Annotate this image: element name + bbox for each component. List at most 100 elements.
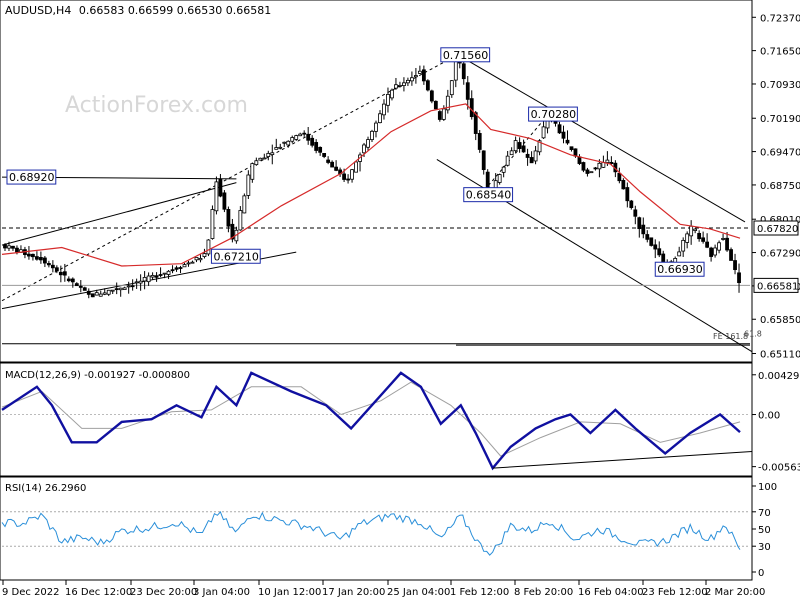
axis-layer: 0.72370 0.71650 0.70930 0.70190 0.69470 0.687… <box>2 13 800 598</box>
main-price-layer: 0.68920 0.67210 0.71560 0.70280 0.68540 0.669… <box>1 47 762 353</box>
candle-body <box>130 285 135 288</box>
price-label-5: 0.66930 <box>654 261 705 277</box>
x-tick-label-3: 3 Jan 04:00 <box>193 587 250 598</box>
macd-trendline <box>492 451 753 469</box>
price-label-box <box>440 47 491 63</box>
candle-body <box>198 258 203 261</box>
y-tick-label-2: 0.70930 <box>760 80 800 91</box>
trendline-3 <box>457 54 746 223</box>
candle-body <box>621 180 626 190</box>
candle-body <box>342 173 346 180</box>
trendline-2 <box>1 54 459 302</box>
candle-body <box>425 80 430 91</box>
price-label-1: 0.67210 <box>210 248 261 264</box>
x-tick-label-10: 23 Feb 12:00 <box>642 587 708 598</box>
y-tick-label-3: 0.70190 <box>760 114 800 125</box>
candle-body <box>354 161 358 173</box>
candle-body <box>7 245 11 249</box>
x-tick-label-11: 2 Mar 20:00 <box>705 587 765 598</box>
x-tick-label-1: 16 Dec 12:00 <box>65 587 132 598</box>
candle-body <box>38 257 43 261</box>
candle-body <box>657 248 662 256</box>
candle-body <box>246 174 251 196</box>
candle-body <box>222 192 227 210</box>
rsi-title: RSI(14) 26.2960 <box>5 483 86 494</box>
price-label-box <box>528 106 578 122</box>
candle-body <box>174 267 179 270</box>
candle-body <box>733 260 737 271</box>
rsi-layer <box>1 510 750 556</box>
candle-body <box>346 178 350 181</box>
candle-body <box>717 242 721 251</box>
candle-body <box>737 272 741 284</box>
price-tag-text: 0.67820 <box>757 224 798 235</box>
candle-body <box>226 209 231 227</box>
candle-body <box>557 124 562 134</box>
candle-body <box>350 169 354 180</box>
candle-body <box>322 153 327 157</box>
candle-body <box>629 200 634 208</box>
candle-body <box>230 223 235 240</box>
candle-body <box>330 161 335 168</box>
candle-body <box>70 278 75 283</box>
candle-body <box>461 63 466 80</box>
candle-body <box>370 130 374 141</box>
candle-body <box>82 287 87 291</box>
candle-body <box>182 264 187 268</box>
candle-body <box>266 152 271 157</box>
candle-body <box>374 122 378 132</box>
candle-body <box>378 113 382 124</box>
candle-body <box>110 289 115 292</box>
candle-body <box>509 150 514 156</box>
candle-body <box>102 292 107 295</box>
candle-body <box>90 293 95 298</box>
candle-body <box>250 163 255 180</box>
candle-body <box>513 140 518 152</box>
candle-body <box>581 162 586 171</box>
candle-body <box>605 159 610 163</box>
price-tag-0: 0.67820 <box>753 220 799 236</box>
candle-body <box>15 247 19 253</box>
candle-body <box>406 79 410 84</box>
candle-body <box>334 166 339 171</box>
macd-title: MACD(12,26,9) -0.001927 -0.000800 <box>5 370 190 381</box>
candle-body <box>477 133 482 150</box>
candle-body <box>701 237 706 242</box>
candle-body <box>27 253 31 257</box>
price-tag-box <box>753 220 799 236</box>
candle-body <box>429 90 434 102</box>
candle-body <box>62 271 67 276</box>
candle-body <box>565 139 570 144</box>
x-tick-label-6: 25 Jan 04:00 <box>387 587 450 598</box>
candle-body <box>306 133 311 141</box>
candle-body <box>569 146 574 150</box>
candle-body <box>561 131 566 139</box>
candle-body <box>537 140 542 153</box>
candle-body <box>74 283 79 287</box>
candle-body <box>517 142 522 149</box>
candle-body <box>310 137 315 146</box>
macd-tick-label-2: -0.005636 <box>758 463 800 474</box>
rsi-tick-label-0: 100 <box>758 482 777 493</box>
moving-average-line <box>1 103 741 267</box>
price-label-text: 0.68920 <box>9 171 55 184</box>
x-tick-label-9: 16 Feb 04:00 <box>578 587 644 598</box>
candle-body <box>497 174 502 183</box>
x-tick-label-4: 10 Jan 12:00 <box>258 587 321 598</box>
candle-body <box>709 247 714 257</box>
candle-body <box>725 237 729 251</box>
candle-body <box>178 267 183 269</box>
candle-body <box>685 233 690 243</box>
y-tick-label-4: 0.69470 <box>760 148 800 159</box>
price-label-0: 0.68920 <box>6 169 57 185</box>
candle-body <box>521 145 526 153</box>
candle-body <box>190 261 195 264</box>
candle-body <box>705 241 710 248</box>
candle-body <box>421 69 426 82</box>
candle-body <box>609 162 614 165</box>
candle-body <box>122 287 127 290</box>
candle-body <box>302 132 307 135</box>
y-tick-label-0: 0.72370 <box>760 13 800 24</box>
price-tag-box <box>753 277 799 293</box>
